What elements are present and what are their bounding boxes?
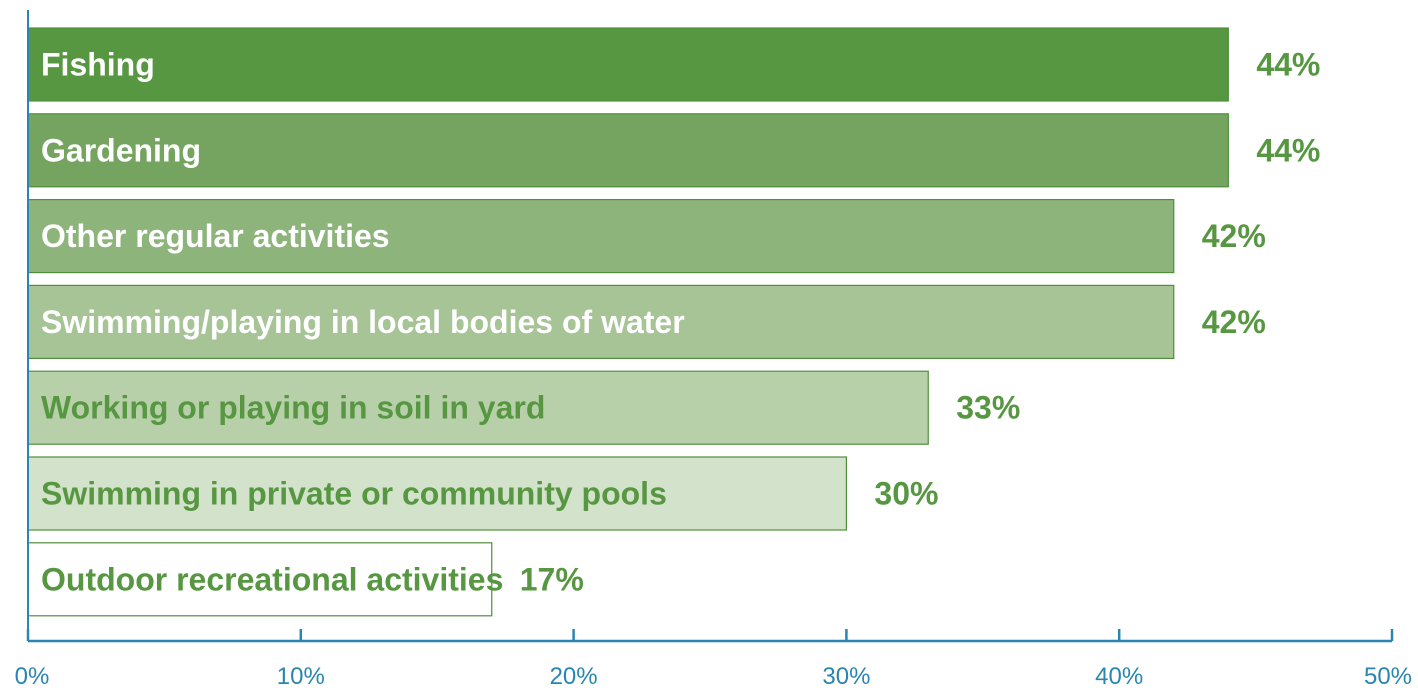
- bar-category-label: Swimming/playing in local bodies of wate…: [41, 304, 685, 340]
- bar: [27, 542, 493, 617]
- x-axis: 0% 10% 20% 30% 40% 50%: [15, 10, 1412, 690]
- data-label: 42%: [1202, 304, 1266, 340]
- data-label: 42%: [1202, 218, 1266, 254]
- bar-category-label: Swimming in private or community pools: [41, 476, 667, 512]
- bar-category-label: Working or playing in soil in yard: [41, 390, 545, 426]
- bar-category-label: Other regular activities: [41, 218, 390, 254]
- bar: [27, 199, 1175, 274]
- bar: [27, 113, 1229, 188]
- x-tick-label: 0%: [15, 663, 50, 690]
- bar-category-label: Gardening: [41, 132, 201, 168]
- data-label: 44%: [1256, 47, 1320, 83]
- x-tick-label: 20%: [550, 663, 598, 690]
- x-tick-label: 40%: [1095, 663, 1143, 690]
- bar: [27, 284, 1175, 359]
- bar-category-label: Fishing: [41, 47, 155, 83]
- bars-group: Fishing 44% Gardening 44% Other regular acti…: [27, 27, 1320, 617]
- bar: [27, 456, 848, 531]
- data-label: 44%: [1256, 132, 1320, 168]
- data-label: 33%: [956, 390, 1020, 426]
- x-tick-label: 50%: [1364, 663, 1412, 690]
- x-tick-label: 10%: [277, 663, 325, 690]
- data-label: 17%: [520, 561, 584, 597]
- bar: [27, 370, 929, 445]
- bar-category-label: Outdoor recreational activities: [41, 561, 503, 597]
- bar: [27, 27, 1229, 102]
- x-tick-label: 30%: [822, 663, 870, 690]
- data-label: 30%: [874, 476, 938, 512]
